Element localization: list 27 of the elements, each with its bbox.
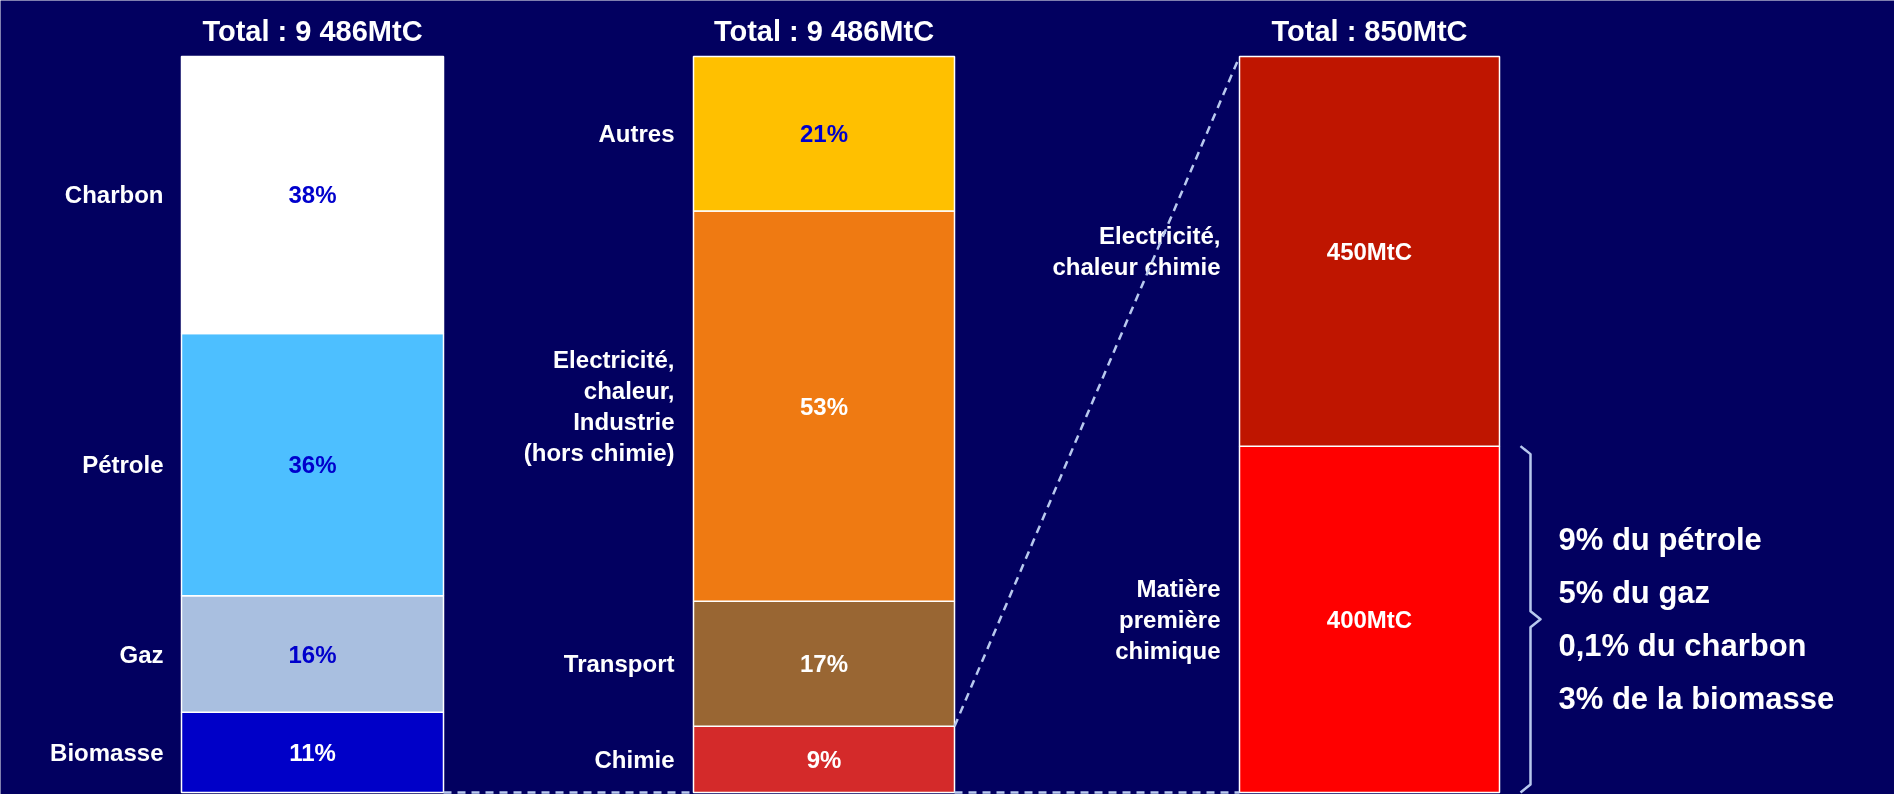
data-label: 11% [289,738,336,766]
series-label: Pétrole [82,451,164,479]
text: 9% du pétrole [1558,522,1762,558]
data-label: 450MtC [1326,237,1413,265]
series-label: Gaz [119,640,164,668]
data-label: 36% [288,451,337,479]
series-label: Transport [563,650,675,678]
data-label: 16% [288,640,337,668]
text: 5% du gaz [1558,575,1711,611]
chart-title: Total : 9 486MtC [713,14,935,47]
data-label: 17% [799,650,849,678]
data-label: 21% [799,120,849,148]
series-label: Matière première chimique [1115,574,1221,664]
series-label: Biomasse [50,738,164,766]
data-label: 400MtC [1326,605,1413,633]
data-label: 53% [799,392,849,420]
chart-title: Total : 9 486MtC [202,14,423,47]
chart-title: Total : 850MtC [1271,14,1468,47]
series-label: Chimie [594,745,675,773]
text: 3% de la biomasse [1558,681,1835,717]
series-label: Electricité, chaleur, Industrie (hors chimie) [523,346,675,467]
series-label: Charbon [64,181,164,209]
text: 0,1% du charbon [1558,628,1807,664]
series-label: Electricité, chaleur chimie [1052,222,1221,281]
series-label: Autres [598,120,675,148]
data-label: 9% [806,745,842,773]
data-label: 38% [288,181,337,209]
